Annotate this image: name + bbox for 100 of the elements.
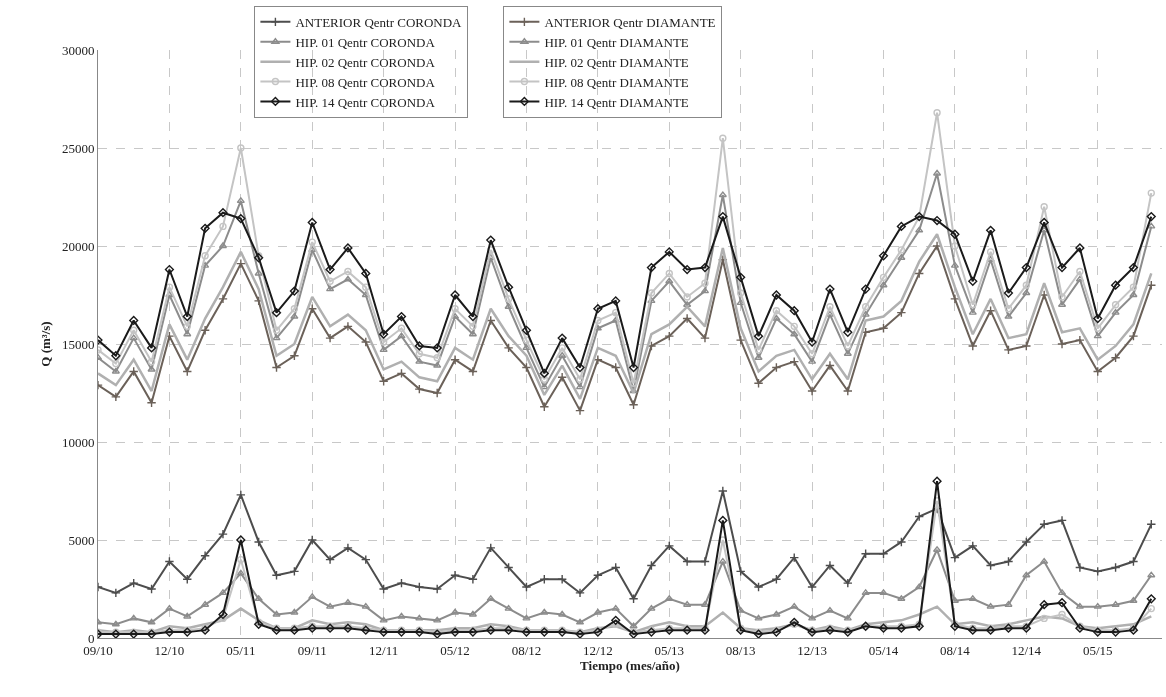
point — [1039, 217, 1049, 228]
point — [414, 341, 424, 351]
point — [200, 325, 211, 336]
point — [218, 242, 228, 249]
point — [986, 225, 996, 235]
point — [540, 383, 549, 390]
point — [932, 476, 942, 486]
point — [807, 614, 817, 621]
point — [468, 610, 478, 617]
point — [433, 616, 442, 623]
point — [540, 608, 549, 615]
point — [807, 386, 817, 396]
point — [235, 258, 246, 269]
point — [682, 556, 693, 567]
point — [235, 490, 246, 500]
point — [575, 362, 585, 373]
point — [807, 582, 817, 592]
point — [111, 620, 121, 627]
point — [575, 618, 585, 625]
point — [843, 614, 852, 621]
point — [790, 330, 799, 337]
point — [807, 357, 817, 364]
point — [360, 337, 371, 347]
point — [468, 330, 478, 337]
point — [1058, 610, 1066, 619]
point — [503, 343, 514, 353]
point — [682, 264, 692, 275]
point — [879, 273, 888, 282]
point — [593, 608, 603, 615]
point — [826, 303, 834, 311]
point — [1039, 519, 1050, 530]
point — [825, 360, 835, 371]
point — [1093, 313, 1103, 324]
point — [450, 290, 460, 300]
legend-label: HIP. 08 Qentr DIAMANTE — [544, 74, 689, 90]
point — [253, 537, 264, 547]
point — [878, 251, 889, 261]
point — [683, 293, 691, 301]
point — [1021, 537, 1032, 547]
point — [986, 602, 995, 609]
point — [272, 610, 281, 617]
point — [629, 622, 638, 629]
point — [485, 542, 496, 553]
point — [772, 610, 781, 617]
point — [1058, 293, 1066, 301]
point — [844, 342, 852, 350]
point — [771, 290, 781, 300]
point — [647, 297, 656, 304]
point — [1021, 341, 1032, 351]
point — [1004, 312, 1013, 319]
point — [1075, 243, 1085, 253]
point — [325, 285, 335, 292]
point — [1074, 335, 1085, 345]
point — [450, 354, 460, 365]
point — [218, 529, 228, 540]
point — [362, 283, 370, 291]
legend-label: HIP. 14 Qentr DIAMANTE — [544, 94, 689, 110]
point — [379, 338, 388, 346]
point — [736, 289, 745, 297]
point — [951, 242, 959, 250]
point — [790, 322, 798, 331]
point — [557, 372, 568, 383]
point — [468, 311, 478, 322]
point — [432, 343, 442, 353]
point — [682, 600, 692, 607]
point — [700, 556, 710, 567]
point — [414, 384, 425, 394]
y-tick-label: 30000 — [61, 42, 95, 58]
point — [754, 614, 763, 621]
point — [415, 357, 424, 364]
point — [807, 337, 817, 347]
point — [290, 608, 299, 615]
point — [1146, 594, 1156, 604]
point — [219, 222, 227, 231]
point — [753, 582, 764, 592]
point — [254, 269, 263, 276]
point — [1003, 344, 1014, 355]
y-tick-label: 15000 — [61, 336, 95, 352]
x-tick-label: 05/14 — [868, 642, 899, 658]
x-tick-label: 12/14 — [1011, 642, 1042, 658]
point — [415, 350, 424, 358]
point — [825, 560, 835, 571]
legend-label: ANTERIOR Qentr DIAMANTE — [544, 14, 716, 30]
point — [147, 357, 156, 366]
point — [289, 286, 299, 296]
point — [147, 365, 156, 372]
point — [361, 602, 370, 609]
point — [343, 275, 353, 282]
legend-label: ANTERIOR Qentr CORONDA — [295, 14, 463, 30]
point — [575, 588, 585, 598]
point — [593, 324, 603, 331]
point — [1111, 600, 1120, 607]
point — [129, 334, 138, 341]
point — [967, 540, 978, 551]
point — [307, 217, 317, 228]
point — [1039, 600, 1049, 610]
point — [236, 535, 246, 545]
point — [647, 604, 656, 611]
point — [1057, 262, 1067, 273]
point — [397, 324, 406, 333]
